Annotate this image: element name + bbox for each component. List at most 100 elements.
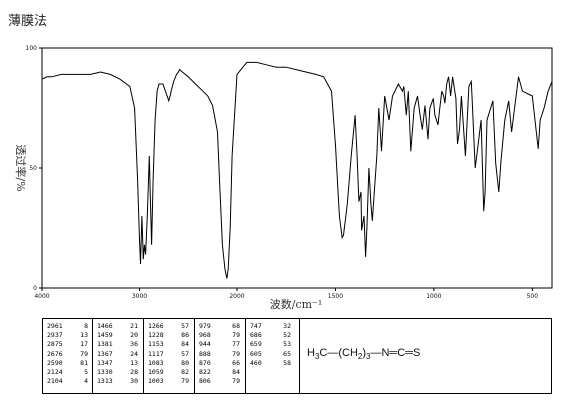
method-label: 薄膜法 [8,14,48,29]
formula-part: —N═C═S [370,347,421,359]
peak-row: 1003 79 [144,377,194,386]
peak-transmittance: 80 [181,358,189,367]
peak-row: 1367 24 [93,350,143,359]
peak-wavenumber: 1347 [97,358,113,367]
peak-transmittance: 4 [84,377,88,386]
peak-row: 2124 5 [43,368,92,377]
peak-transmittance: 77 [232,340,240,349]
peak-row: 1466 21 [93,322,143,331]
peak-transmittance: 8 [84,322,88,330]
formula-subscript: 2 [357,352,363,362]
peak-table-column: 747 32 686 52 659 53 605 65 460 58 [246,319,300,393]
peak-row: 460 58 [246,359,299,368]
peak-wavenumber: 1313 [97,377,113,386]
peak-transmittance: 82 [181,368,189,377]
y-axis-ticks: 100 50 0 [26,45,42,292]
y-tick-label: 0 [33,285,37,292]
peak-wavenumber: 2937 [47,331,63,340]
peak-wavenumber: 1266 [148,322,164,330]
peak-row: 659 53 [246,340,299,349]
peak-transmittance: 52 [283,331,291,340]
peak-row: 686 52 [246,331,299,340]
peak-wavenumber: 686 [250,331,262,340]
formula-part: C—(CH [319,347,358,359]
peak-wavenumber: 888 [199,349,211,358]
peak-row: 944 77 [195,340,245,349]
peak-row: 1117 57 [144,350,194,359]
peak-wavenumber: 747 [250,322,262,330]
peak-transmittance: 53 [283,340,291,349]
peak-wavenumber: 1330 [97,368,113,377]
y-axis-label: 透过率/% [14,144,28,191]
peak-transmittance: 21 [130,322,138,330]
peak-wavenumber: 806 [199,377,211,386]
series-line-transmittance [41,61,553,279]
peak-wavenumber: 1153 [148,340,164,349]
peak-transmittance: 84 [181,340,189,349]
formula-part: H [307,347,315,359]
peak-wavenumber: 2124 [47,368,63,377]
peak-wavenumber: 1083 [148,358,164,367]
peak-wavenumber: 2104 [47,377,63,386]
peak-row: 1381 36 [93,340,143,349]
peak-wavenumber: 870 [199,358,211,367]
peak-wavenumber: 659 [250,340,262,349]
peak-row: 1330 28 [93,368,143,377]
peak-row: 1459 20 [93,331,143,340]
peak-transmittance: 5 [84,368,88,377]
peak-row: 979 68 [195,322,245,331]
peak-transmittance: 20 [130,331,138,340]
peak-table-column: 1466 21 1459 20 1381 36 1367 24 1347 13 1330 28 1313… [93,319,144,393]
peak-row: 1228 86 [144,331,194,340]
peak-wavenumber: 1059 [148,368,164,377]
peak-wavenumber: 1459 [97,331,113,340]
peak-wavenumber: 979 [199,322,211,330]
peak-transmittance: 36 [130,340,138,349]
peak-transmittance: 24 [130,349,138,358]
peak-wavenumber: 460 [250,358,262,367]
peak-table-column: 1266 57 1228 86 1153 84 1117 57 1083 80 1059 82 1003… [144,319,195,393]
y-tick-label: 100 [26,45,38,52]
peak-wavenumber: 1367 [97,349,113,358]
peak-transmittance: 57 [181,322,189,330]
peak-transmittance: 79 [181,377,189,386]
peak-row: 605 65 [246,350,299,359]
peak-wavenumber: 605 [250,349,262,358]
peak-row: 1347 13 [93,359,143,368]
x-tick-label: 2000 [229,293,244,300]
peak-row: 2676 79 [43,350,92,359]
peak-row: 2875 17 [43,340,92,349]
structural-formula: H3C—(CH2)3—N═C═S [307,347,420,361]
peak-row: 2104 4 [43,377,92,386]
peak-wavenumber: 1117 [148,349,164,358]
peak-transmittance: 84 [232,368,240,377]
peak-row: 1083 80 [144,359,194,368]
peak-table-column: 2961 8 2937 13 2875 17 2676 79 2590 81 2124 5 2104 4 [43,319,93,393]
peak-wavenumber: 2676 [47,349,63,358]
peak-transmittance: 65 [283,349,291,358]
y-tick-label: 50 [29,165,37,172]
peak-row: 870 66 [195,359,245,368]
peak-transmittance: 79 [232,377,240,386]
peak-row: 2590 81 [43,359,92,368]
peak-row: 822 84 [195,368,245,377]
peak-row: 968 79 [195,331,245,340]
peak-transmittance: 13 [80,331,88,340]
formula-subscript: 3 [366,352,371,362]
peak-transmittance: 28 [130,368,138,377]
x-tick-label: 500 [527,293,539,300]
peak-wavenumber: 944 [199,340,211,349]
peak-transmittance: 79 [232,349,240,358]
peak-wavenumber: 2590 [47,358,63,367]
x-tick-label: 3000 [132,293,147,300]
peak-row: 1266 57 [144,322,194,331]
peak-transmittance: 30 [130,377,138,386]
peak-transmittance: 32 [283,322,291,330]
peak-wavenumber: 822 [199,368,211,377]
peak-wavenumber: 1466 [97,322,113,330]
peak-transmittance: 57 [181,349,189,358]
peak-transmittance: 86 [181,331,189,340]
x-tick-label: 1000 [426,293,441,300]
x-axis-label: 波数/cm⁻¹ [270,298,323,311]
peak-transmittance: 66 [232,358,240,367]
